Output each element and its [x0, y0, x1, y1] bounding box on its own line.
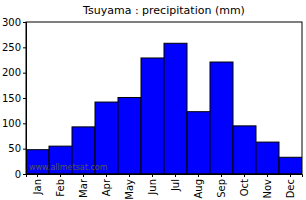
x-tick: Mar [78, 174, 89, 198]
x-axis-line [27, 175, 303, 178]
x-tick-mark [290, 174, 291, 177]
y-tick: 100 [2, 118, 26, 129]
bar [233, 126, 256, 174]
y-tick-label: 150 [2, 93, 21, 104]
bar [279, 157, 302, 174]
x-tick: Sep [216, 174, 227, 198]
x-tick-mark [60, 174, 61, 177]
y-axis: 0 50 100 150 200 250 300 [2, 17, 27, 180]
watermark: www.allmetsat.com [29, 163, 108, 172]
plot: 0 50 100 150 200 250 300 Jan Feb Mar Apr May Jun Jul A… [2, 17, 303, 200]
x-tick-mark [129, 174, 130, 177]
y-tick: 200 [2, 67, 26, 78]
y-tick-label: 100 [2, 118, 21, 129]
y-tick-label: 300 [2, 17, 21, 28]
y-tick: 50 [8, 143, 26, 154]
x-tick-mark [106, 174, 107, 177]
x-tick-label: Jan [32, 179, 43, 195]
x-tick-label: Apr [101, 178, 112, 196]
x-tick-label: Feb [55, 179, 66, 197]
x-tick-mark [175, 174, 176, 177]
plot-frame [26, 22, 302, 174]
y-tick: 250 [2, 42, 26, 53]
x-tick-mark [152, 174, 153, 177]
y-tick-mark [23, 47, 26, 48]
x-tick-label: Dec [285, 179, 296, 198]
x-tick: Nov [262, 174, 273, 199]
x-tick-mark [221, 174, 222, 177]
x-tick: Dec [285, 174, 296, 198]
x-tick-label: Jul [170, 179, 181, 192]
bar [210, 62, 233, 174]
bar [256, 142, 279, 174]
x-tick-label: Mar [78, 178, 89, 198]
x-tick: Jul [170, 174, 181, 192]
y-tick-mark [23, 174, 26, 175]
x-tick-label: Sep [216, 179, 227, 198]
x-tick-label: Oct [239, 179, 250, 196]
x-tick-mark [244, 174, 245, 177]
x-tick: Jan [32, 174, 43, 195]
y-tick-label: 0 [15, 169, 21, 180]
y-tick-label: 250 [2, 42, 21, 53]
x-tick-mark [267, 174, 268, 177]
x-tick-label: Nov [262, 179, 273, 199]
bar [187, 112, 210, 174]
bar [141, 58, 164, 174]
y-tick-mark [23, 73, 26, 74]
x-tick: Feb [55, 174, 66, 197]
bars [26, 43, 302, 174]
y-tick-mark [23, 123, 26, 124]
y-tick-mark [23, 149, 26, 150]
x-tick-mark [198, 174, 199, 177]
title: Tsuyama : precipitation (mm) [82, 4, 245, 17]
y-tick-label: 200 [2, 67, 21, 78]
y-tick: 0 [15, 169, 26, 180]
x-tick-label: Jun [147, 179, 158, 196]
y-tick-mark [23, 98, 26, 99]
x-tick: May [124, 174, 135, 200]
x-tick-mark [37, 174, 38, 177]
x-tick-mark [83, 174, 84, 177]
x-tick: Oct [239, 174, 250, 196]
chart: 0 50 100 150 200 250 300 Jan Feb Mar Apr May Jun Jul A… [0, 0, 306, 200]
x-tick-label: Aug [193, 179, 204, 199]
bar [164, 43, 187, 174]
y-tick: 300 [2, 17, 26, 28]
y-tick: 150 [2, 93, 26, 104]
y-tick-mark [23, 22, 26, 23]
y-tick-label: 50 [8, 143, 21, 154]
x-tick: Apr [101, 174, 112, 196]
x-tick: Aug [193, 174, 204, 199]
x-tick: Jun [147, 174, 158, 196]
x-tick-label: May [124, 179, 135, 200]
y-axis-line [23, 23, 27, 175]
bar [118, 97, 141, 174]
x-axis: Jan Feb Mar Apr May Jun Jul Aug Sep Oct Nov Dec [27, 174, 303, 200]
